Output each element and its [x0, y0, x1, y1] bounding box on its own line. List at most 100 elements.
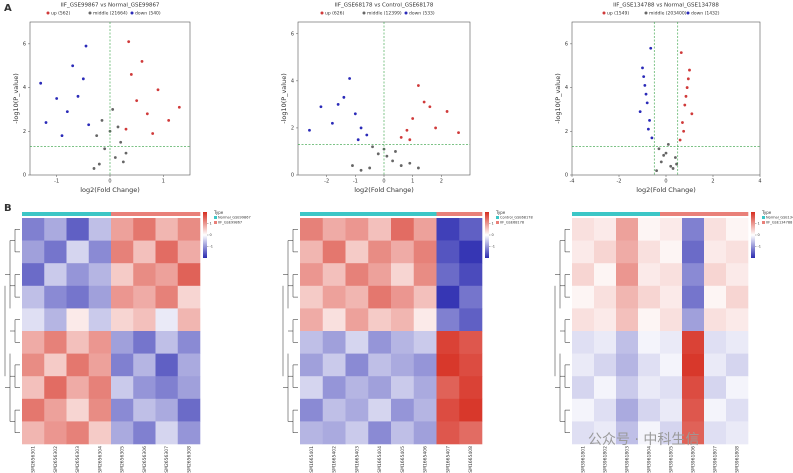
- point: [678, 138, 682, 142]
- annotation-cell: [704, 212, 727, 216]
- heatmap-cell: [682, 308, 705, 332]
- heatmap-cell: [704, 263, 727, 287]
- heatmap-cell: [459, 285, 483, 309]
- heatmap-cell: [682, 421, 705, 445]
- legend-swatch: [214, 216, 217, 219]
- heatmap-cell: [22, 240, 45, 264]
- heatmap-cell: [726, 285, 749, 309]
- heatmap-cell: [572, 421, 595, 445]
- point: [92, 167, 96, 170]
- panel-label: A: [4, 3, 12, 14]
- annotation-cell: [66, 212, 90, 216]
- column-label: GSM3961801: [581, 446, 587, 473]
- legend-swatch: [496, 216, 499, 219]
- heatmap-cell: [660, 218, 683, 241]
- color-key-label: 0: [210, 233, 212, 237]
- point: [408, 161, 412, 165]
- heatmap-cell: [345, 218, 369, 241]
- heatmap-cell: [638, 398, 661, 422]
- point: [683, 103, 687, 107]
- y-tick-label: 6: [565, 41, 568, 47]
- y-tick-label: 2: [565, 129, 568, 135]
- heatmap-cell: [368, 398, 392, 422]
- annotation-cell: [111, 212, 134, 216]
- heatmap-cell: [66, 353, 90, 377]
- legend-swatch: [214, 221, 217, 224]
- heatmap-cell: [368, 353, 392, 377]
- heatmap-cell: [368, 308, 392, 332]
- point: [650, 136, 654, 140]
- point: [348, 77, 351, 80]
- heatmap-cell: [88, 240, 112, 264]
- heatmap-cell: [66, 218, 90, 241]
- point: [648, 118, 651, 122]
- legend-swatch: [762, 221, 765, 224]
- x-tick-label: 0: [382, 179, 385, 185]
- heatmap-cell: [322, 421, 346, 445]
- x-tick-label: -2: [324, 179, 329, 185]
- heatmap-cell: [436, 376, 460, 400]
- heatmap-cell: [22, 263, 45, 287]
- heatmap-cell: [155, 421, 179, 445]
- point: [127, 40, 131, 44]
- point: [103, 147, 107, 151]
- heatmap-cell: [322, 398, 346, 422]
- legend-label: middle (12399): [367, 11, 402, 17]
- legend-label: up (562): [51, 11, 70, 17]
- heatmap-cell: [300, 263, 324, 287]
- heatmap-cell: [594, 285, 617, 309]
- point: [399, 164, 403, 167]
- heatmap-cell: [726, 353, 749, 377]
- point: [391, 159, 394, 163]
- heatmap-cell: [572, 263, 595, 287]
- column-label: GSM2656302: [53, 446, 59, 473]
- heatmap-cell: [413, 398, 437, 422]
- color-key: [203, 212, 207, 258]
- legend-title: Type: [761, 210, 772, 215]
- heatmap-cell: [66, 376, 90, 400]
- heatmap-cell: [413, 218, 437, 241]
- heatmap-cell: [391, 376, 415, 400]
- point: [151, 132, 155, 135]
- heatmap-cell: [133, 263, 156, 287]
- column-label: GSM1665401: [309, 446, 315, 473]
- y-tick-label: 2: [23, 129, 26, 135]
- heatmap-cell: [345, 331, 369, 354]
- heatmap-cell: [300, 331, 324, 354]
- heatmap-cell: [413, 376, 437, 400]
- heatmap-cell: [616, 421, 639, 445]
- heatmap-cell: [594, 353, 617, 377]
- legend-title: Type: [495, 210, 506, 215]
- legend-marker: [130, 11, 134, 15]
- annotation-cell: [572, 212, 595, 216]
- heatmap-cell: [177, 331, 201, 354]
- legend-marker: [404, 11, 408, 15]
- heatmap-cell: [682, 263, 705, 287]
- point: [121, 160, 125, 164]
- heatmap-cell: [300, 308, 324, 332]
- heatmap-cell: [682, 218, 705, 241]
- legend-label: IIF_GSE134788: [766, 221, 792, 225]
- legend-title: Type: [213, 210, 224, 215]
- heatmap-cell: [345, 240, 369, 264]
- heatmap-cell: [44, 263, 67, 287]
- color-key: [485, 212, 489, 258]
- heatmap-cell: [660, 263, 683, 287]
- heatmap-cell: [133, 376, 156, 400]
- y-tick-label: 4: [565, 85, 568, 91]
- heatmap-cell: [594, 308, 617, 332]
- heatmap-cell: [177, 285, 201, 309]
- annotation-cell: [391, 212, 415, 216]
- heatmap-cell: [391, 218, 415, 241]
- heatmap-cell: [682, 376, 705, 400]
- heatmap-cell: [368, 218, 392, 241]
- heatmap-cell: [66, 240, 90, 264]
- legend-label: IIF_GSE99867: [218, 221, 242, 225]
- x-axis-label: log2(Fold Change): [354, 186, 413, 194]
- annotation-cell: [133, 212, 156, 216]
- point: [417, 166, 420, 170]
- heatmap-cell: [368, 421, 392, 445]
- heatmap-cell: [726, 376, 749, 400]
- heatmap-cell: [88, 218, 112, 241]
- heatmap-cell: [594, 421, 617, 445]
